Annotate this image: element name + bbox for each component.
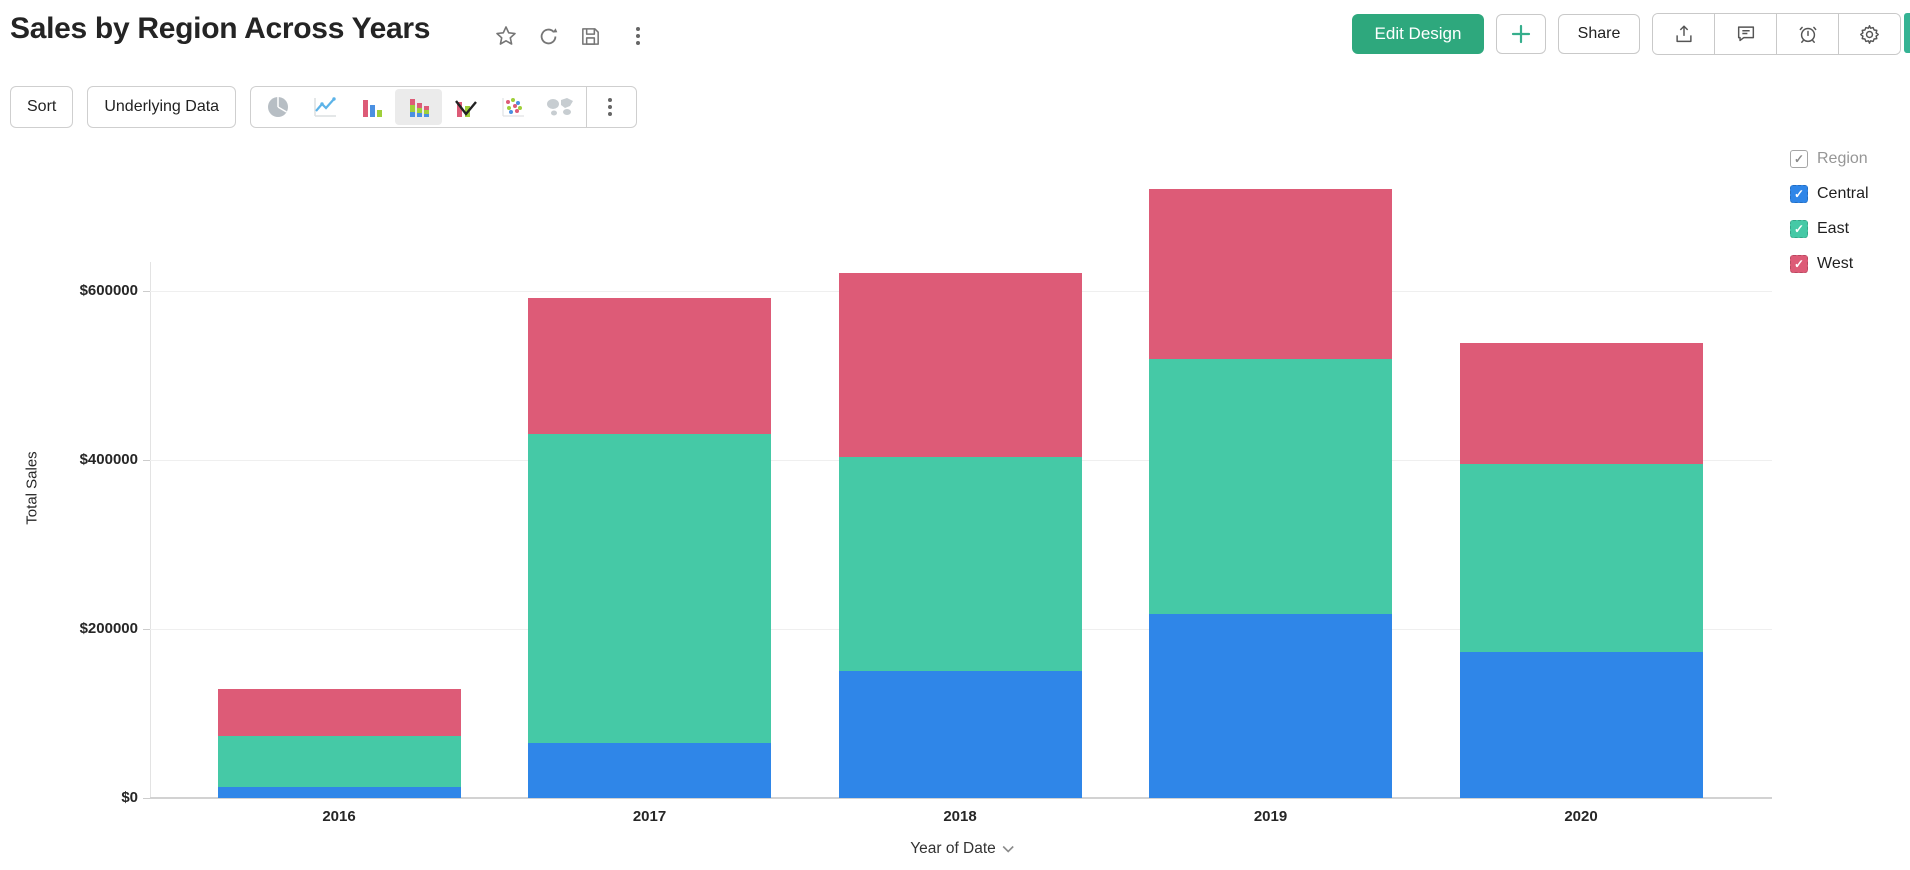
bar-segment-west-2016[interactable]	[217, 688, 461, 737]
bar-chart-icon[interactable]	[348, 89, 395, 125]
bar-segment-east-2017[interactable]	[528, 433, 771, 744]
bar-segment-central-2019[interactable]	[1149, 613, 1392, 798]
x-tick-label-2018: 2018	[943, 808, 977, 825]
chart-legend: ✓ Region ✓ Central ✓ East ✓ West	[1790, 150, 1869, 273]
alerts-icon[interactable]	[1776, 14, 1838, 54]
header-icon-button-group	[1652, 13, 1901, 55]
chart-type-switcher	[250, 86, 638, 128]
legend-label: West	[1817, 255, 1854, 272]
share-button[interactable]: Share	[1558, 14, 1640, 54]
bar-segment-central-2018[interactable]	[838, 671, 1082, 798]
x-axis-baseline	[150, 797, 1772, 799]
title-more-options-icon[interactable]	[620, 22, 656, 50]
y-tick-label: $400000	[79, 451, 138, 468]
star-icon[interactable]	[494, 24, 518, 48]
legend-header-checkbox[interactable]: ✓	[1790, 150, 1808, 168]
chart-toolbar: Sort Underlying Data	[10, 86, 638, 128]
pie-chart-icon[interactable]	[254, 89, 301, 125]
legend-checkbox-east[interactable]: ✓	[1790, 220, 1808, 238]
scatter-chart-icon[interactable]	[489, 89, 536, 125]
x-tick-label-2017: 2017	[632, 808, 667, 825]
line-chart-icon[interactable]	[301, 89, 348, 125]
bar-segment-central-2016[interactable]	[217, 787, 461, 798]
x-axis-field-dropdown[interactable]: Year of Date	[910, 840, 1014, 858]
legend-item-central[interactable]: ✓ Central	[1790, 185, 1869, 203]
add-button[interactable]	[1496, 14, 1546, 54]
stacked-bar-chart-icon[interactable]	[395, 89, 443, 125]
combo-chart-icon[interactable]	[442, 89, 489, 125]
title-action-icons	[494, 22, 656, 50]
bar-segment-east-2018[interactable]	[838, 457, 1082, 672]
y-axis-line	[150, 262, 151, 798]
y-tick-mark	[143, 460, 150, 461]
save-icon[interactable]	[578, 24, 602, 48]
side-panel-edge[interactable]	[1904, 13, 1910, 53]
bar-segment-west-2020[interactable]	[1459, 343, 1703, 465]
bar-segment-east-2019[interactable]	[1149, 358, 1392, 614]
legend-label: East	[1817, 220, 1850, 237]
bar-segment-east-2020[interactable]	[1459, 464, 1703, 652]
bar-segment-west-2017[interactable]	[528, 297, 771, 434]
page-title: Sales by Region Across Years	[10, 12, 431, 45]
chevron-down-icon	[1002, 845, 1014, 853]
settings-gear-icon[interactable]	[1838, 14, 1900, 54]
legend-header-region[interactable]: ✓ Region	[1790, 150, 1869, 168]
y-tick-mark	[143, 291, 150, 292]
bar-segment-west-2019[interactable]	[1149, 188, 1392, 359]
y-tick-label: $200000	[79, 620, 138, 637]
comment-icon[interactable]	[1714, 14, 1776, 54]
underlying-data-button[interactable]: Underlying Data	[87, 86, 237, 128]
legend-checkbox-west[interactable]: ✓	[1790, 255, 1808, 273]
bar-segment-west-2018[interactable]	[838, 273, 1082, 458]
legend-label: Central	[1817, 185, 1869, 202]
switcher-divider	[586, 87, 588, 127]
bar-segment-central-2017[interactable]	[528, 743, 771, 798]
export-icon[interactable]	[1653, 14, 1714, 54]
y-tick-mark	[143, 798, 150, 799]
sort-button[interactable]: Sort	[10, 86, 74, 128]
legend-label: Region	[1817, 150, 1868, 167]
bar-segment-east-2016[interactable]	[217, 736, 461, 787]
edit-design-button[interactable]: Edit Design	[1352, 14, 1484, 54]
x-tick-label-2019: 2019	[1253, 808, 1288, 825]
y-tick-label: $600000	[79, 282, 138, 299]
chart-type-more-options-icon[interactable]	[587, 87, 633, 127]
map-chart-icon[interactable]	[536, 89, 583, 125]
bar-segment-central-2020[interactable]	[1459, 651, 1703, 798]
y-tick-mark	[143, 629, 150, 630]
header-actions: Edit Design Share	[1352, 13, 1901, 55]
x-axis-title: Year of Date	[910, 840, 996, 857]
legend-item-west[interactable]: ✓ West	[1790, 255, 1869, 273]
x-tick-label-2016: 2016	[322, 808, 356, 825]
legend-item-east[interactable]: ✓ East	[1790, 220, 1869, 238]
y-tick-label: $0	[121, 789, 138, 806]
x-tick-label-2020: 2020	[1564, 808, 1598, 825]
legend-checkbox-central[interactable]: ✓	[1790, 185, 1808, 203]
refresh-icon[interactable]	[536, 24, 560, 48]
